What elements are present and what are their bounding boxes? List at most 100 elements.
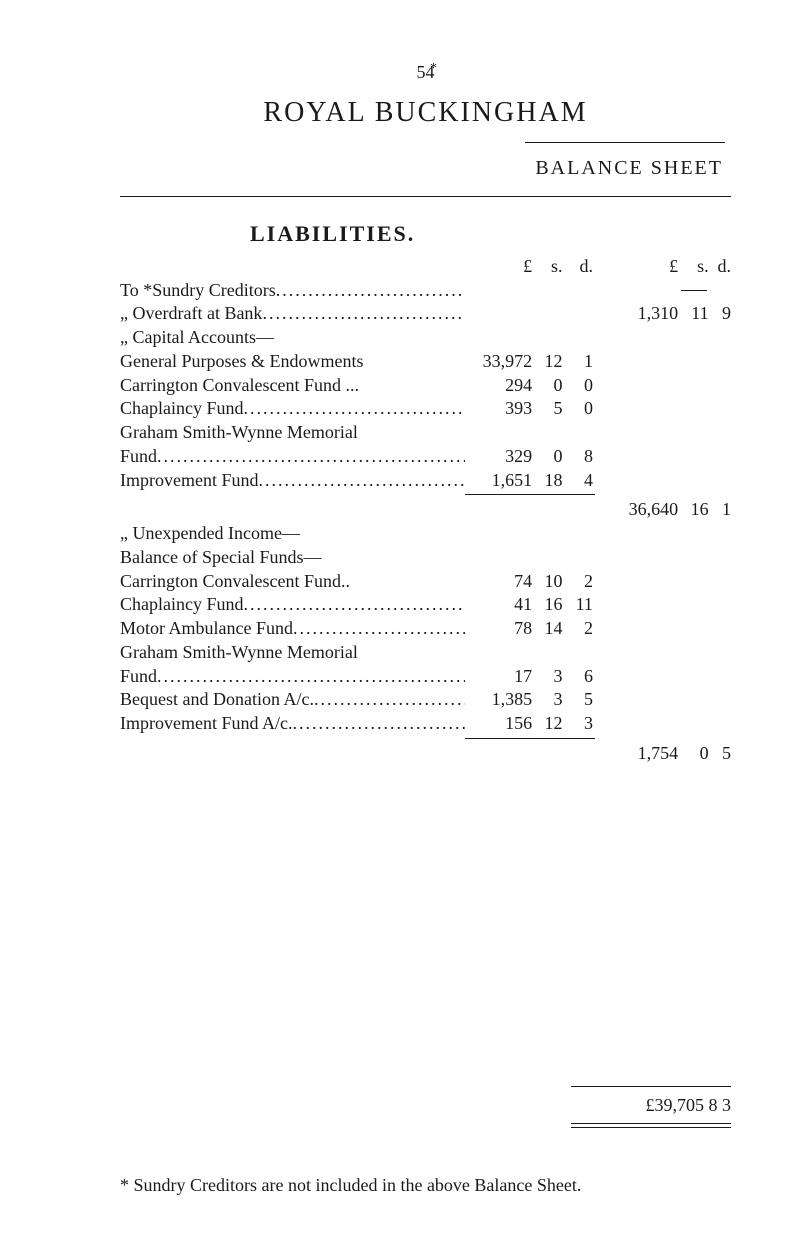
leaders xyxy=(293,617,465,641)
row-capital-accounts: „ Capital Accounts— xyxy=(120,326,731,350)
gsw-L: 329 xyxy=(465,445,532,469)
bal-special-label: Balance of Special Funds— xyxy=(120,546,465,570)
row-balance-special-funds: Balance of Special Funds— xyxy=(120,546,731,570)
imp2-label: Improvement Fund A/c. xyxy=(120,712,292,736)
cap-total-d: 1 xyxy=(709,498,731,522)
leaders xyxy=(314,688,465,712)
row-gsw-memorial-2: Fund 329 0 8 xyxy=(120,445,731,469)
motor-L: 78 xyxy=(465,617,532,641)
overdraft-label: „ Overdraft at Bank xyxy=(120,302,262,326)
imp-label: Improvement Fund xyxy=(120,469,258,493)
leaders xyxy=(276,279,465,303)
row-general-purposes: General Purposes & Endowments 33,972 12 … xyxy=(120,350,731,374)
row-carrington-fund-2: Carrington Convalescent Fund.. 74 10 2 xyxy=(120,570,731,594)
overdraft-s: 11 xyxy=(678,302,708,326)
row-bequest-donation: Bequest and Donation A/c. 1,385 3 5 xyxy=(120,688,731,712)
row-capital-total: 36,640 16 1 xyxy=(120,498,731,522)
gp-label: General Purposes & Endowments xyxy=(120,350,465,374)
hdr-l-2: £ xyxy=(607,255,678,279)
footnote: * Sundry Creditors are not included in t… xyxy=(120,1173,731,1197)
gsw4-d: 6 xyxy=(563,665,593,689)
ccf-d: 0 xyxy=(563,374,593,398)
gp-d: 1 xyxy=(563,350,593,374)
page-number: 54 xyxy=(120,60,731,84)
ccf-label: Carrington Convalescent Fund ... xyxy=(120,374,465,398)
ccf2-label: Carrington Convalescent Fund.. xyxy=(120,570,465,594)
imp2-L: 156 xyxy=(465,712,532,736)
row-carrington-fund: Carrington Convalescent Fund ... 294 0 0 xyxy=(120,374,731,398)
sundry-creditors-label: To *Sundry Creditors xyxy=(120,279,276,303)
chap2-d: 11 xyxy=(563,593,593,617)
total-rule-top xyxy=(571,1086,731,1087)
leaders xyxy=(244,593,466,617)
grand-total-area: £39,705 8 3 xyxy=(120,1086,731,1131)
capital-accounts-label: „ Capital Accounts— xyxy=(120,326,465,350)
leaders xyxy=(244,397,466,421)
chap-s: 5 xyxy=(532,397,562,421)
chap-L: 393 xyxy=(465,397,532,421)
gsw-d: 8 xyxy=(563,445,593,469)
chap2-L: 41 xyxy=(465,593,532,617)
motor-s: 14 xyxy=(532,617,562,641)
title-rule xyxy=(525,142,725,143)
top-mark: * xyxy=(430,60,437,79)
gsw3-label: Graham Smith-Wynne Memorial xyxy=(120,641,465,665)
ccf-L: 294 xyxy=(465,374,532,398)
unexp-total-L: 1,754 xyxy=(607,742,678,766)
gsw4-s: 3 xyxy=(532,665,562,689)
currency-header-row: £ s. d. £ s. d. xyxy=(120,255,731,279)
beq-label: Bequest and Donation A/c. xyxy=(120,688,314,712)
beq-L: 1,385 xyxy=(465,688,532,712)
row-gsw-memorial-3: Graham Smith-Wynne Memorial xyxy=(120,641,731,665)
total-rule-bottom-2 xyxy=(571,1127,731,1128)
main-title: ROYAL BUCKINGHAM xyxy=(120,94,731,132)
row-overdraft: „ Overdraft at Bank 1,310 11 9 xyxy=(120,302,731,326)
total-rule-bottom-1 xyxy=(571,1123,731,1124)
row-chaplaincy-fund-2: Chaplaincy Fund 41 16 11 xyxy=(120,593,731,617)
chap2-s: 16 xyxy=(532,593,562,617)
gsw4-L: 17 xyxy=(465,665,532,689)
ccf2-d: 2 xyxy=(563,570,593,594)
leaders xyxy=(258,469,465,493)
leaders xyxy=(262,302,465,326)
cap-total-L: 36,640 xyxy=(607,498,678,522)
cap-total-s: 16 xyxy=(678,498,708,522)
dash-mark xyxy=(678,279,708,303)
ccf2-s: 10 xyxy=(532,570,562,594)
row-sundry-creditors: To *Sundry Creditors xyxy=(120,279,731,303)
row-chaplaincy-fund: Chaplaincy Fund 393 5 0 xyxy=(120,397,731,421)
overdraft-d: 9 xyxy=(709,302,731,326)
beq-d: 5 xyxy=(563,688,593,712)
row-gsw-memorial-1: Graham Smith-Wynne Memorial xyxy=(120,421,731,445)
unexp-total-d: 5 xyxy=(709,742,731,766)
chap2-label: Chaplaincy Fund xyxy=(120,593,244,617)
gp-s: 12 xyxy=(532,350,562,374)
ccf2-L: 74 xyxy=(465,570,532,594)
leaders xyxy=(157,665,465,689)
gsw-s: 0 xyxy=(532,445,562,469)
chap-label: Chaplaincy Fund xyxy=(120,397,244,421)
hdr-s-1: s. xyxy=(532,255,562,279)
imp-s: 18 xyxy=(532,469,562,493)
row-motor-ambulance: Motor Ambulance Fund 78 14 2 xyxy=(120,617,731,641)
hdr-d-2: d. xyxy=(709,255,731,279)
full-rule xyxy=(120,196,731,197)
imp2-s: 12 xyxy=(532,712,562,736)
ledger-table: £ s. d. £ s. d. To *Sundry Creditors xyxy=(120,255,731,766)
ccf-s: 0 xyxy=(532,374,562,398)
hdr-d-1: d. xyxy=(563,255,593,279)
motor-d: 2 xyxy=(563,617,593,641)
hdr-s-2: s. xyxy=(678,255,708,279)
gsw-label-1: Graham Smith-Wynne Memorial xyxy=(120,421,465,445)
row-improvement-fund: Improvement Fund 1,651 18 4 xyxy=(120,469,731,493)
leaders xyxy=(292,712,465,736)
subtitle: BALANCE SHEET xyxy=(120,155,731,182)
beq-s: 3 xyxy=(532,688,562,712)
document-page: * 54 ROYAL BUCKINGHAM BALANCE SHEET LIAB… xyxy=(0,0,801,1241)
liabilities-heading: LIABILITIES. xyxy=(250,219,731,249)
row-unexpended-income: „ Unexpended Income— xyxy=(120,522,731,546)
grand-total: £39,705 8 3 xyxy=(120,1093,731,1117)
row-improvement-fund-ac: Improvement Fund A/c. 156 12 3 xyxy=(120,712,731,736)
imp2-d: 3 xyxy=(563,712,593,736)
motor-label: Motor Ambulance Fund xyxy=(120,617,293,641)
